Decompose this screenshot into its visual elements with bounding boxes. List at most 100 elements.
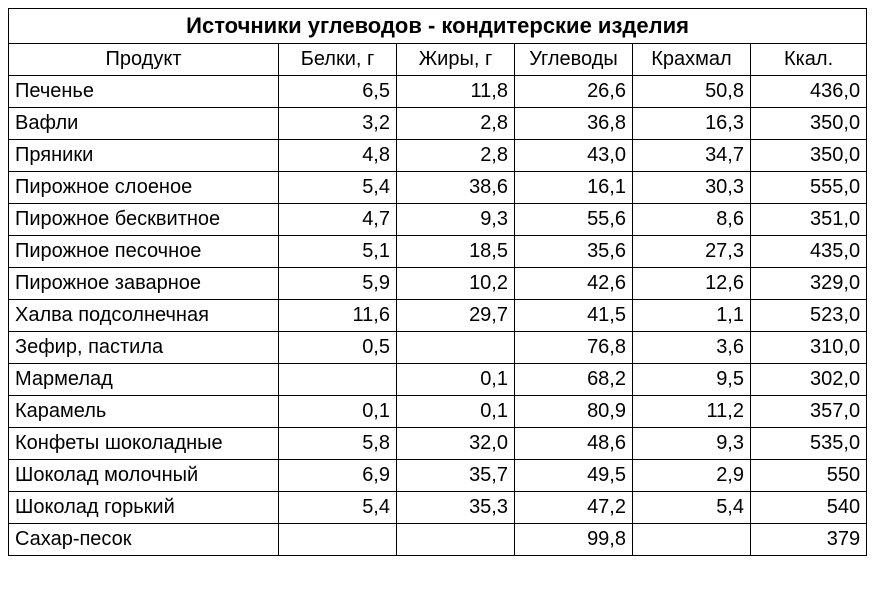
cell-product: Печенье [9,76,279,108]
table-row: Пирожное заварное5,910,242,612,6329,0 [9,268,867,300]
cell-product: Шоколад горький [9,492,279,524]
cell-value: 436,0 [751,76,867,108]
cell-value: 18,5 [397,236,515,268]
cell-value: 435,0 [751,236,867,268]
cell-value: 379 [751,524,867,556]
cell-value: 535,0 [751,428,867,460]
table-row: Конфеты шоколадные5,832,048,69,3535,0 [9,428,867,460]
cell-product: Пирожное бесквитное [9,204,279,236]
cell-product: Сахар-песок [9,524,279,556]
table-row: Пряники4,82,843,034,7350,0 [9,140,867,172]
cell-product: Пирожное заварное [9,268,279,300]
cell-value: 3,2 [279,108,397,140]
cell-value: 6,9 [279,460,397,492]
cell-product: Пирожное слоеное [9,172,279,204]
cell-value: 0,1 [279,396,397,428]
cell-product: Пряники [9,140,279,172]
cell-value: 8,6 [633,204,751,236]
col-header-kcal: Ккал. [751,44,867,76]
table-title: Источники углеводов - кондитерские издел… [9,9,867,44]
cell-product: Зефир, пастила [9,332,279,364]
cell-value: 26,6 [515,76,633,108]
cell-value: 11,2 [633,396,751,428]
cell-value: 48,6 [515,428,633,460]
cell-value: 0,1 [397,396,515,428]
cell-value: 0,1 [397,364,515,396]
table-row: Пирожное бесквитное4,79,355,68,6351,0 [9,204,867,236]
cell-value: 11,6 [279,300,397,332]
cell-product: Карамель [9,396,279,428]
cell-value: 80,9 [515,396,633,428]
cell-value: 5,9 [279,268,397,300]
cell-value: 49,5 [515,460,633,492]
cell-value: 350,0 [751,140,867,172]
col-header-carbs: Углеводы [515,44,633,76]
cell-value: 11,8 [397,76,515,108]
table-row: Сахар-песок 99,8 379 [9,524,867,556]
cell-value: 2,8 [397,140,515,172]
cell-value: 55,6 [515,204,633,236]
nutrition-table: Источники углеводов - кондитерские издел… [8,8,867,556]
cell-value: 35,3 [397,492,515,524]
table-row: Шоколад молочный6,935,749,52,9550 [9,460,867,492]
table-body: Печенье6,511,826,650,8436,0Вафли3,22,836… [9,76,867,556]
cell-product: Шоколад молочный [9,460,279,492]
cell-value: 555,0 [751,172,867,204]
cell-value: 9,3 [633,428,751,460]
cell-value: 329,0 [751,268,867,300]
cell-value: 5,8 [279,428,397,460]
cell-value: 523,0 [751,300,867,332]
cell-value: 350,0 [751,108,867,140]
cell-product: Мармелад [9,364,279,396]
table-row: Халва подсолнечная11,629,741,51,1523,0 [9,300,867,332]
table-row: Пирожное песочное5,118,535,627,3435,0 [9,236,867,268]
cell-value: 30,3 [633,172,751,204]
cell-value: 43,0 [515,140,633,172]
cell-value: 99,8 [515,524,633,556]
cell-value: 50,8 [633,76,751,108]
cell-value: 68,2 [515,364,633,396]
cell-value: 29,7 [397,300,515,332]
cell-value [633,524,751,556]
cell-value: 35,7 [397,460,515,492]
cell-value: 540 [751,492,867,524]
cell-product: Вафли [9,108,279,140]
table-row: Пирожное слоеное5,438,616,130,3555,0 [9,172,867,204]
table-row: Вафли3,22,836,816,3350,0 [9,108,867,140]
cell-value: 3,6 [633,332,751,364]
col-header-product: Продукт [9,44,279,76]
cell-value [279,524,397,556]
cell-value: 9,5 [633,364,751,396]
cell-value: 47,2 [515,492,633,524]
cell-value: 2,9 [633,460,751,492]
cell-value: 10,2 [397,268,515,300]
cell-value: 16,1 [515,172,633,204]
cell-product: Пирожное песочное [9,236,279,268]
cell-value: 351,0 [751,204,867,236]
cell-value: 32,0 [397,428,515,460]
cell-value: 5,4 [633,492,751,524]
cell-value: 0,5 [279,332,397,364]
cell-value: 5,1 [279,236,397,268]
cell-value: 35,6 [515,236,633,268]
cell-value: 357,0 [751,396,867,428]
table-row: Шоколад горький5,435,347,25,4540 [9,492,867,524]
cell-value: 27,3 [633,236,751,268]
cell-product: Халва подсолнечная [9,300,279,332]
cell-value: 34,7 [633,140,751,172]
cell-value [279,364,397,396]
col-header-starch: Крахмал [633,44,751,76]
cell-value: 5,4 [279,172,397,204]
cell-value: 4,7 [279,204,397,236]
col-header-protein: Белки, г [279,44,397,76]
cell-value: 36,8 [515,108,633,140]
cell-value: 1,1 [633,300,751,332]
cell-value: 16,3 [633,108,751,140]
col-header-fat: Жиры, г [397,44,515,76]
cell-value: 38,6 [397,172,515,204]
cell-value: 41,5 [515,300,633,332]
cell-value: 42,6 [515,268,633,300]
cell-value [397,524,515,556]
cell-value: 5,4 [279,492,397,524]
table-header-row: Продукт Белки, г Жиры, г Углеводы Крахма… [9,44,867,76]
